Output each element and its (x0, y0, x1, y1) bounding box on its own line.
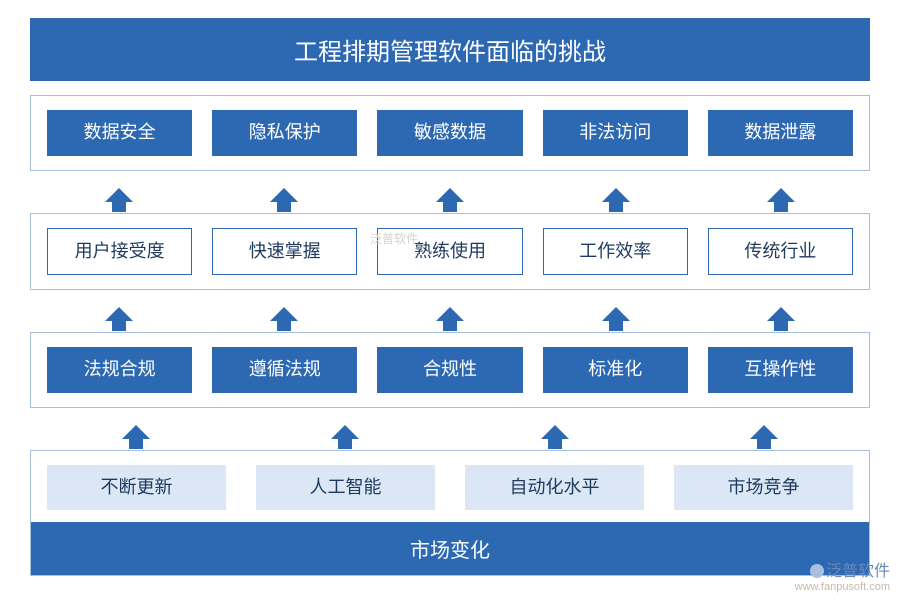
box-r4-1: 人工智能 (256, 465, 435, 511)
box-r4-3: 市场竞争 (674, 465, 853, 511)
logo-icon (810, 564, 824, 578)
watermark-center: 泛普软件 (370, 230, 418, 247)
group-row-3: 法规合规 遵循法规 合规性 标准化 互操作性 (30, 332, 870, 408)
box-r4-2: 自动化水平 (465, 465, 644, 511)
box-r1-4: 数据泄露 (708, 110, 853, 156)
box-r1-1: 隐私保护 (212, 110, 357, 156)
arrow-up-icon (602, 307, 630, 321)
arrow-up-icon (331, 425, 359, 439)
group-row-2: 用户接受度 快速掌握 熟练使用 工作效率 传统行业 (30, 213, 870, 291)
brand-text: 泛普软件 (826, 563, 890, 580)
arrows-3-4 (46, 416, 854, 448)
arrow-up-icon (767, 307, 795, 321)
box-r2-0: 用户接受度 (47, 228, 192, 276)
box-r4-0: 不断更新 (47, 465, 226, 511)
box-r3-2: 合规性 (377, 347, 522, 393)
brand-url: www.fanpusoft.com (795, 581, 890, 594)
arrow-up-icon (750, 425, 778, 439)
box-r3-4: 互操作性 (708, 347, 853, 393)
box-r3-0: 法规合规 (47, 347, 192, 393)
arrow-up-icon (270, 307, 298, 321)
arrow-up-icon (767, 188, 795, 202)
box-r2-1: 快速掌握 (212, 228, 357, 276)
arrows-2-3 (46, 298, 854, 330)
arrow-up-icon (541, 425, 569, 439)
arrow-up-icon (122, 425, 150, 439)
arrows-1-2 (46, 179, 854, 211)
arrow-up-icon (436, 307, 464, 321)
arrow-up-icon (270, 188, 298, 202)
box-r2-4: 传统行业 (708, 228, 853, 276)
arrow-up-icon (105, 188, 133, 202)
box-r3-1: 遵循法规 (212, 347, 357, 393)
arrow-up-icon (602, 188, 630, 202)
group-row-1: 数据安全 隐私保护 敏感数据 非法访问 数据泄露 (30, 95, 870, 171)
watermark-corner: 泛普软件 www.fanpusoft.com (795, 562, 890, 594)
box-r3-3: 标准化 (543, 347, 688, 393)
group-row-4: 不断更新 人工智能 自动化水平 市场竞争 市场变化 (30, 450, 870, 577)
box-r2-3: 工作效率 (543, 228, 688, 276)
bottom-label: 市场变化 (31, 522, 869, 575)
page-title: 工程排期管理软件面临的挑战 (30, 18, 870, 81)
box-r1-2: 敏感数据 (377, 110, 522, 156)
arrow-up-icon (436, 188, 464, 202)
box-r1-3: 非法访问 (543, 110, 688, 156)
box-r1-0: 数据安全 (47, 110, 192, 156)
arrow-up-icon (105, 307, 133, 321)
